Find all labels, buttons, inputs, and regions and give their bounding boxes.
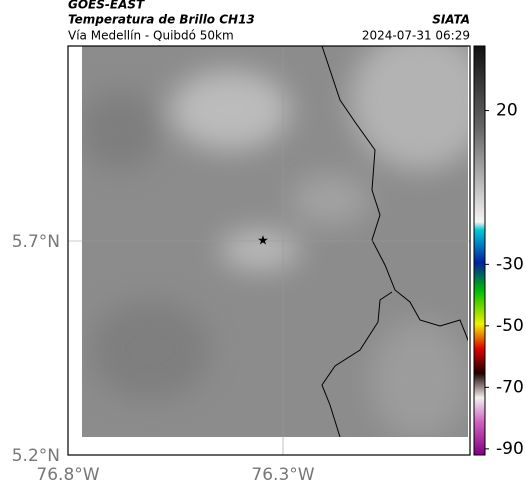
lat-label: 5.7°N (12, 232, 60, 252)
colorbar (473, 45, 486, 456)
colorbar-tick-label: -70 (496, 377, 524, 397)
product: Temperatura de Brillo CH13 (68, 13, 255, 27)
lon-label: 76.3°W (251, 465, 314, 485)
colorbar-tick-label: -90 (496, 439, 524, 459)
colorbar-tick-label: -30 (496, 254, 524, 274)
lon-label: 76.8°W (36, 465, 99, 485)
region: Vía Medellín - Quibdó 50km (68, 29, 234, 43)
lat-label: 5.2°N (12, 446, 60, 466)
agency: SIATA (432, 13, 470, 27)
colorbar-tick-label: -50 (496, 316, 524, 336)
colorbar-tick-label: 20 (496, 101, 518, 121)
location-marker: ★ (257, 234, 269, 249)
source: GOES-EAST (68, 0, 145, 12)
datetime: 2024-07-31 06:29 (362, 29, 470, 43)
map-frame (67, 45, 471, 456)
border (321, 46, 468, 437)
satellite-image (82, 46, 468, 437)
